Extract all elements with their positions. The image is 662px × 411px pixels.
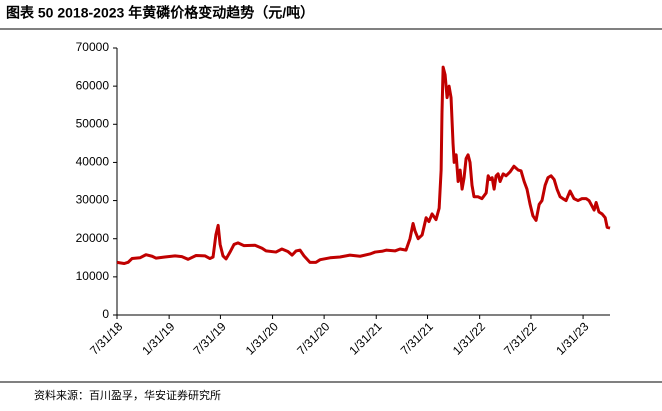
x-tick-label: 7/31/22 — [501, 319, 539, 357]
line — [116, 65, 611, 266]
y-tick-label: 20000 — [76, 231, 110, 245]
x-tick-label: 7/31/20 — [294, 319, 332, 357]
y-tick-label: 0 — [102, 307, 109, 321]
x-tick-label: 1/31/21 — [346, 319, 384, 357]
source: 资料来源：百川盈孚，华安证券研究所 — [34, 388, 221, 402]
x-tick-label: 7/31/18 — [87, 319, 125, 357]
y-tick-label: 30000 — [76, 193, 110, 207]
x-tick-label: 1/31/22 — [450, 319, 488, 357]
y-tick-label: 40000 — [76, 155, 110, 169]
x-tick-label: 1/31/19 — [139, 319, 177, 357]
y-tick-label: 50000 — [76, 116, 110, 130]
y-tick-label: 10000 — [76, 269, 110, 283]
x-tick-label: 7/31/19 — [191, 319, 229, 357]
chart-title: 图表 50 2018-2023 年黄磷价格变动趋势（元/吨） — [6, 5, 314, 21]
x-tick-label: 1/31/20 — [243, 319, 281, 357]
y-tick-label: 70000 — [76, 40, 110, 54]
x-tick-label: 1/31/23 — [553, 319, 591, 357]
y-tick-label: 60000 — [76, 78, 110, 92]
x-tick-label: 7/31/21 — [398, 319, 436, 357]
